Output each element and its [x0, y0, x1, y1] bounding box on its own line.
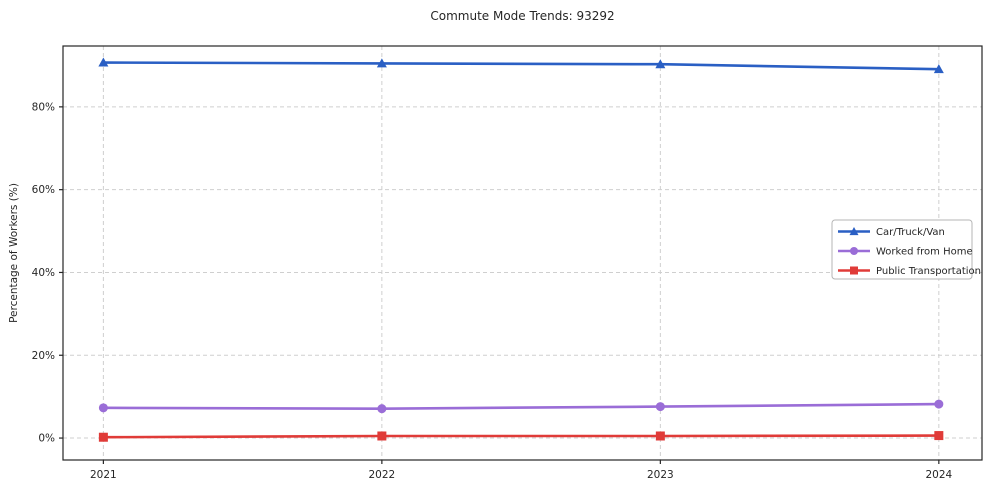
y-axis: 0% 20% 40% 60% 80%: [32, 101, 63, 445]
series-car-truck-van: [98, 57, 944, 74]
series-worked-from-home: [98, 399, 944, 414]
legend-item-car-truck-van: Car/Truck/Van: [838, 227, 945, 238]
x-tick-label: 2022: [368, 469, 395, 481]
y-tick-label: 80%: [32, 101, 55, 113]
x-tick-label: 2023: [647, 469, 674, 481]
legend-item-public-transportation: Public Transportation: [838, 266, 981, 277]
legend: Car/Truck/Van Worked from Home Public Tran…: [831, 219, 981, 280]
x-axis: 2021 2022 2023 2024: [90, 460, 953, 481]
legend-label: Worked from Home: [876, 247, 973, 258]
x-tick-label: 2024: [925, 469, 952, 481]
plot-border: [62, 45, 983, 461]
legend-label: Car/Truck/Van: [876, 227, 945, 238]
y-tick-label: 0%: [38, 433, 55, 445]
legend-box: [831, 219, 973, 280]
x-tick-label: 2021: [90, 469, 117, 481]
gridlines: [63, 46, 982, 460]
series-public-transportation: [98, 431, 944, 442]
legend-label: Public Transportation: [876, 266, 981, 277]
y-tick-label: 40%: [32, 267, 55, 279]
legend-item-worked-from-home: Worked from Home: [838, 247, 973, 258]
y-tick-label: 20%: [32, 350, 55, 362]
chart-title: Commute Mode Trends: 93292: [430, 9, 615, 23]
y-tick-label: 60%: [32, 184, 55, 196]
